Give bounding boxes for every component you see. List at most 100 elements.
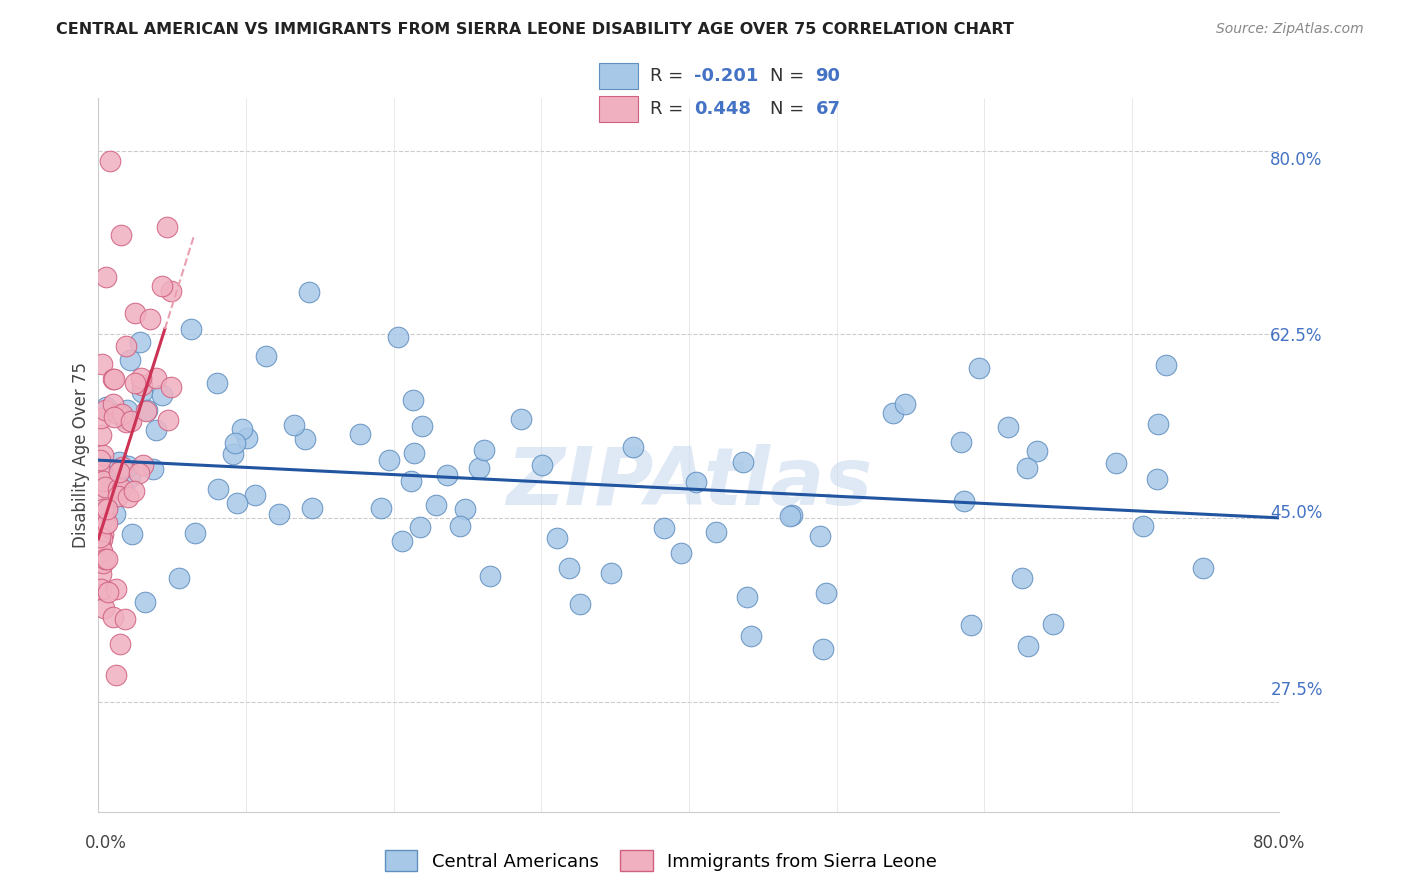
Point [520,439,543,453]
Point [734,517,756,532]
Point [274,475,297,490]
Point [1022,627,1045,641]
Point [169,443,191,458]
Text: 90: 90 [815,67,841,86]
Point [173,463,195,477]
Point [960,431,983,445]
Point [166,522,188,536]
Point [253,518,276,533]
Point [183,476,205,491]
Point [456,390,478,404]
Point [456,442,478,456]
Point [170,401,193,415]
Point [657,435,679,450]
Point [183,483,205,497]
Point [834,630,856,644]
Point [486,463,509,477]
Point [167,408,190,422]
Point [425,494,447,508]
Point [475,491,498,506]
Point [319,348,342,362]
Point [172,508,194,523]
Point [184,625,207,640]
Point [222,385,245,400]
Point [1045,607,1067,621]
Point [190,338,212,352]
Point [526,560,548,574]
Point [170,475,193,489]
Point [169,468,191,483]
Point [290,442,312,457]
Point [609,587,631,601]
Point [194,465,217,479]
Point [167,535,190,549]
Legend: Central Americans, Immigrants from Sierra Leone: Central Americans, Immigrants from Sierr… [377,843,945,879]
Point [803,502,825,516]
Point [169,591,191,605]
Point [167,356,190,370]
Point [498,512,520,526]
Point [232,285,254,300]
Point [186,231,208,245]
Point [441,330,464,344]
Point [963,488,986,502]
Point [167,505,190,519]
Point [229,410,252,425]
Text: 0.0%: 0.0% [84,834,127,852]
Point [205,376,228,391]
Text: -0.201: -0.201 [695,67,759,86]
Point [166,530,188,544]
Point [463,415,485,429]
Point [170,483,193,497]
Point [172,493,194,508]
Point [201,460,224,475]
Text: N =: N = [770,67,810,86]
Point [716,469,738,483]
Point [170,543,193,558]
Point [167,558,190,573]
Point [212,313,235,327]
Point [274,374,297,388]
Point [356,428,378,442]
Point [195,520,218,534]
Point [179,599,201,614]
Point [516,456,538,470]
Point [215,457,238,471]
Point [554,409,576,423]
Point [309,482,332,496]
Point [453,468,475,483]
Point [186,403,208,417]
Point [188,408,211,422]
Point [204,368,226,383]
Point [763,580,786,594]
Point [292,490,315,504]
Point [183,472,205,486]
Point [759,450,782,465]
Point [1102,451,1125,466]
Point [239,561,262,575]
Point [180,573,202,587]
Text: R =: R = [650,67,689,86]
Point [183,450,205,465]
Point [198,374,221,388]
Point [444,526,467,541]
Point [172,398,194,412]
Point [1149,357,1171,371]
Point [702,538,724,552]
Point [228,224,250,238]
Point [361,494,384,508]
Point [167,572,190,586]
Text: 80.0%: 80.0% [1253,834,1306,852]
Point [179,394,201,409]
Point [231,378,253,392]
Text: 0.448: 0.448 [695,100,751,118]
Point [181,656,204,670]
Point [194,410,217,425]
Point [173,544,195,558]
Point [205,453,228,467]
Point [191,401,214,415]
Point [574,453,596,467]
Point [205,383,228,397]
Point [1017,562,1039,576]
Point [166,449,188,463]
